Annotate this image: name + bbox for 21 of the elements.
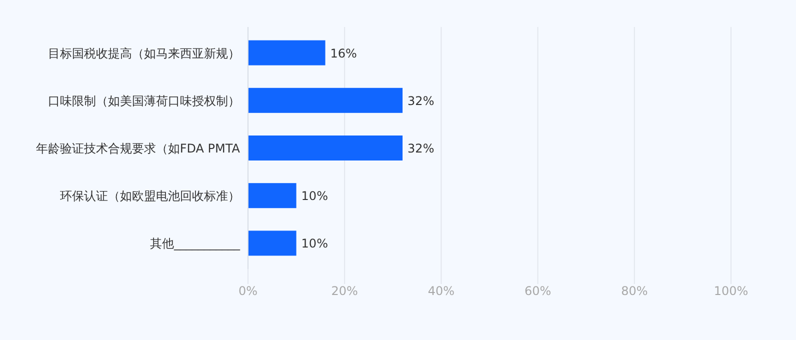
y-tick-label: 年龄验证技术合规要求（如FDA PMTA [36,142,241,156]
y-tick-label: 环保认证（如欧盟电池回收标准） [60,189,240,204]
data-label: 32% [408,94,434,108]
x-tick-label: 80% [621,284,648,298]
bar [248,40,326,66]
bar [248,136,403,160]
bar [248,183,296,208]
bar [248,88,403,113]
data-label: 16% [330,46,357,60]
y-tick-label: 目标国税收提高（如马来西亚新规） [48,46,240,60]
data-label: 10% [301,189,328,204]
x-tick-label: 100% [714,284,748,298]
data-label: 10% [301,236,328,251]
x-tick-label: 40% [428,284,455,298]
y-tick-label: 口味限制（如美国薄荷口味授权制） [48,94,240,108]
x-tick-label: 60% [524,284,552,298]
y-tick-label: 其他___________ [150,236,241,251]
x-tick-label: 0% [238,284,258,298]
data-label: 32% [408,142,434,156]
bar [248,230,296,256]
x-tick-label: 20% [331,284,358,298]
